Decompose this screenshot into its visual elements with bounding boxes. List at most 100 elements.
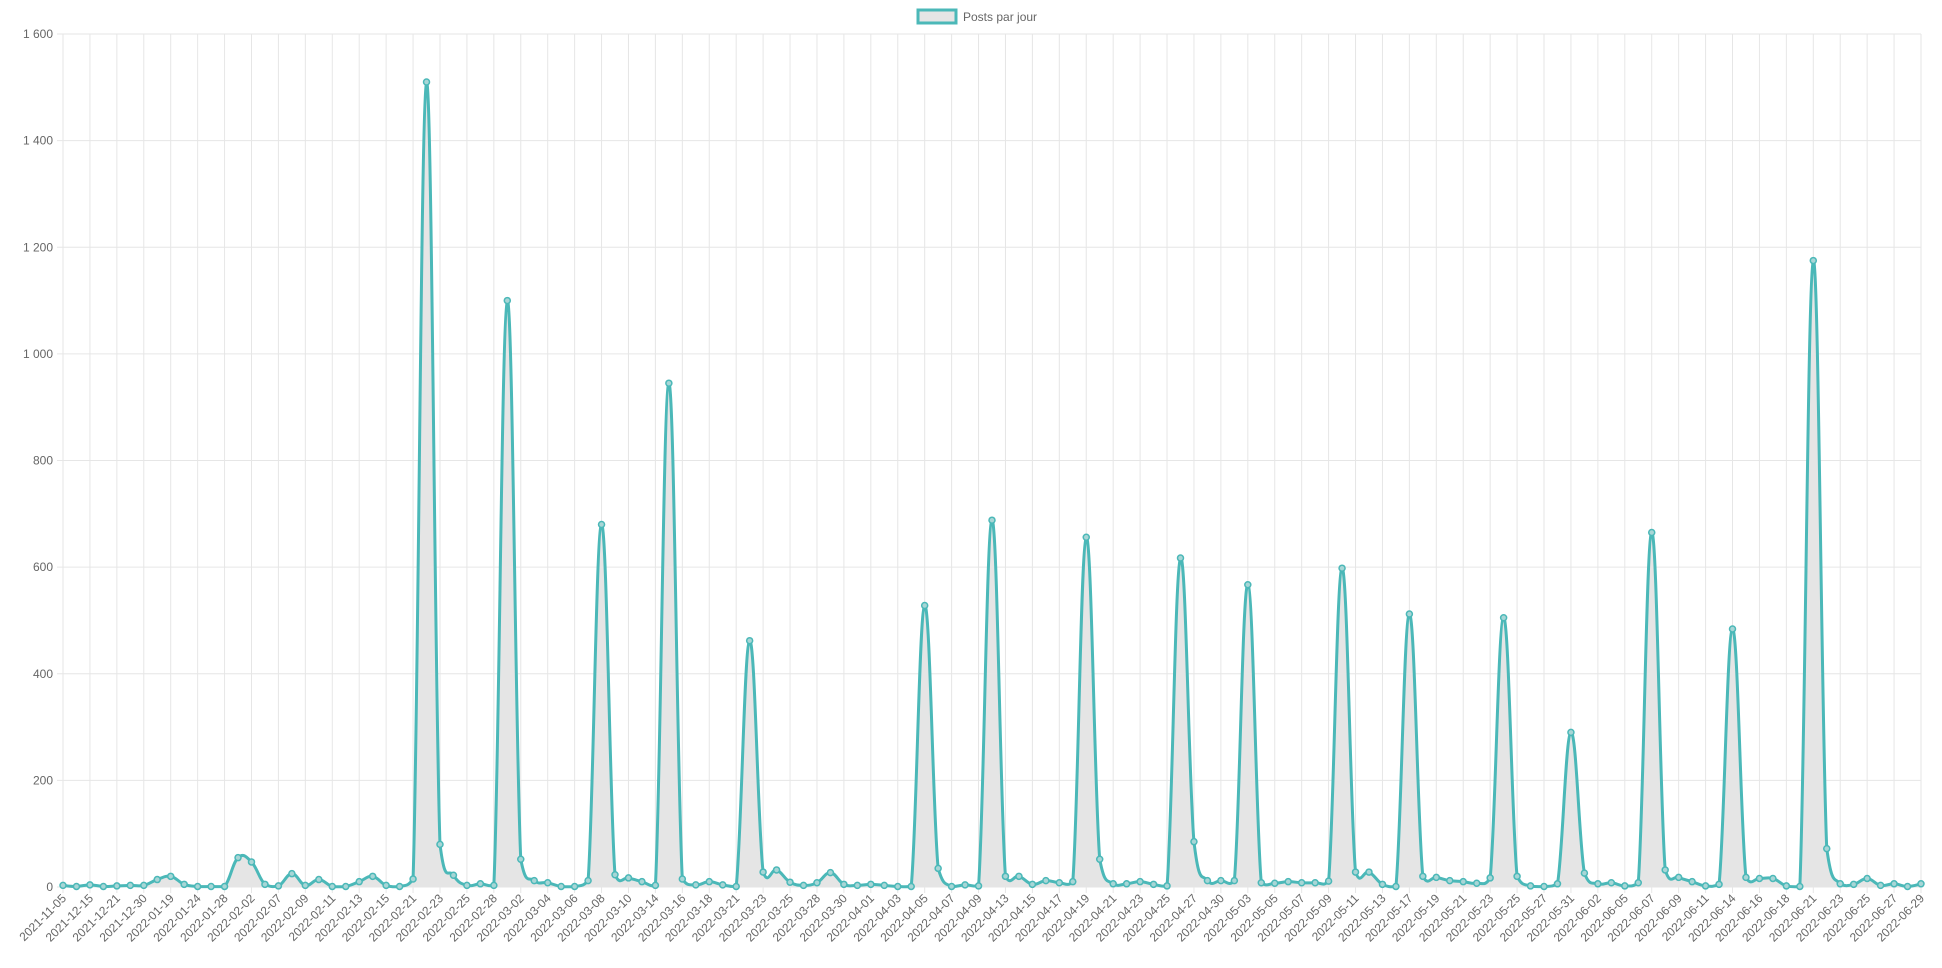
- data-point[interactable]: [1607, 878, 1616, 887]
- data-point[interactable]: [665, 379, 673, 387]
- data-point[interactable]: [436, 840, 444, 849]
- data-point[interactable]: [1365, 868, 1373, 876]
- data-point[interactable]: [705, 877, 714, 886]
- data-point[interactable]: [1513, 872, 1521, 881]
- data-point[interactable]: [1849, 880, 1858, 889]
- data-point[interactable]: [813, 878, 821, 887]
- data-point[interactable]: [1324, 877, 1333, 885]
- data-point[interactable]: [1190, 837, 1198, 846]
- data-point[interactable]: [72, 882, 81, 891]
- data-point[interactable]: [59, 881, 67, 890]
- data-point[interactable]: [1580, 869, 1589, 877]
- data-point[interactable]: [274, 882, 283, 890]
- data-point[interactable]: [867, 880, 875, 889]
- data-point[interactable]: [732, 882, 740, 891]
- data-point[interactable]: [1392, 882, 1400, 891]
- data-point[interactable]: [301, 881, 310, 890]
- data-point[interactable]: [207, 882, 215, 891]
- data-point[interactable]: [920, 601, 929, 610]
- legend[interactable]: Posts par jour: [916, 8, 1037, 25]
- data-point[interactable]: [180, 880, 188, 889]
- data-point[interactable]: [934, 864, 942, 873]
- data-point[interactable]: [584, 876, 592, 885]
- data-point[interactable]: [947, 882, 956, 891]
- data-point[interactable]: [395, 882, 404, 891]
- data-point[interactable]: [1823, 844, 1831, 853]
- data-point[interactable]: [517, 855, 525, 864]
- data-point[interactable]: [1688, 877, 1696, 886]
- data-point[interactable]: [1311, 878, 1319, 887]
- data-point[interactable]: [1028, 880, 1037, 889]
- data-point[interactable]: [974, 882, 983, 890]
- data-point[interactable]: [651, 881, 660, 890]
- data-point[interactable]: [1621, 882, 1629, 890]
- data-point[interactable]: [234, 853, 242, 862]
- data-point[interactable]: [1661, 866, 1669, 874]
- data-point[interactable]: [463, 881, 471, 890]
- data-point[interactable]: [1526, 882, 1535, 890]
- data-point[interactable]: [1297, 878, 1306, 887]
- data-point[interactable]: [638, 877, 646, 886]
- data-point[interactable]: [759, 868, 767, 876]
- data-point[interactable]: [1728, 625, 1737, 633]
- data-point[interactable]: [678, 875, 687, 883]
- data-point[interactable]: [1594, 880, 1602, 888]
- data-point[interactable]: [718, 881, 727, 889]
- data-point[interactable]: [288, 869, 296, 878]
- data-point[interactable]: [772, 866, 781, 874]
- data-point[interactable]: [1257, 878, 1266, 887]
- data-point[interactable]: [1755, 874, 1764, 883]
- data-point[interactable]: [786, 878, 794, 886]
- data-point[interactable]: [1674, 873, 1683, 882]
- data-point[interactable]: [1769, 874, 1777, 883]
- data-point[interactable]: [449, 871, 458, 880]
- data-point[interactable]: [341, 882, 350, 891]
- data-point[interactable]: [1715, 880, 1723, 889]
- data-point[interactable]: [1701, 882, 1710, 890]
- data-point[interactable]: [543, 878, 552, 887]
- data-point[interactable]: [476, 880, 485, 888]
- data-point[interactable]: [1796, 882, 1804, 891]
- data-point[interactable]: [907, 882, 915, 891]
- data-point[interactable]: [1809, 256, 1818, 265]
- data-point[interactable]: [1405, 610, 1414, 618]
- data-point[interactable]: [99, 882, 108, 891]
- data-point[interactable]: [745, 636, 754, 645]
- data-point[interactable]: [193, 882, 202, 891]
- data-point[interactable]: [597, 520, 606, 529]
- data-point[interactable]: [1917, 880, 1925, 888]
- data-point[interactable]: [826, 868, 835, 877]
- legend-label[interactable]: Posts par jour: [963, 10, 1037, 24]
- data-point[interactable]: [799, 881, 808, 890]
- data-point[interactable]: [166, 872, 175, 881]
- data-point[interactable]: [611, 870, 619, 879]
- data-point[interactable]: [1082, 533, 1090, 542]
- data-point[interactable]: [503, 296, 512, 305]
- data-point[interactable]: [1351, 868, 1360, 876]
- data-point[interactable]: [422, 78, 431, 86]
- data-point[interactable]: [1284, 877, 1292, 886]
- data-point[interactable]: [1042, 876, 1050, 885]
- data-point[interactable]: [1055, 878, 1064, 887]
- data-point[interactable]: [1163, 882, 1171, 890]
- data-point[interactable]: [1876, 881, 1885, 890]
- data-point[interactable]: [530, 876, 538, 885]
- data-point[interactable]: [1378, 880, 1387, 889]
- data-point[interactable]: [1149, 880, 1158, 889]
- data-point[interactable]: [1459, 877, 1467, 886]
- data-point[interactable]: [1176, 554, 1185, 562]
- data-point[interactable]: [1270, 879, 1279, 888]
- data-point[interactable]: [140, 881, 148, 890]
- data-point[interactable]: [1647, 528, 1656, 537]
- data-point[interactable]: [1836, 880, 1844, 888]
- data-point[interactable]: [1203, 876, 1212, 885]
- data-point[interactable]: [1742, 873, 1750, 882]
- data-point[interactable]: [1244, 580, 1252, 589]
- data-point[interactable]: [328, 882, 337, 891]
- data-point[interactable]: [1540, 882, 1548, 891]
- data-point[interactable]: [1432, 873, 1441, 882]
- data-point[interactable]: [894, 882, 902, 891]
- data-point[interactable]: [1472, 879, 1481, 888]
- data-point[interactable]: [1903, 882, 1912, 891]
- data-point[interactable]: [126, 881, 135, 890]
